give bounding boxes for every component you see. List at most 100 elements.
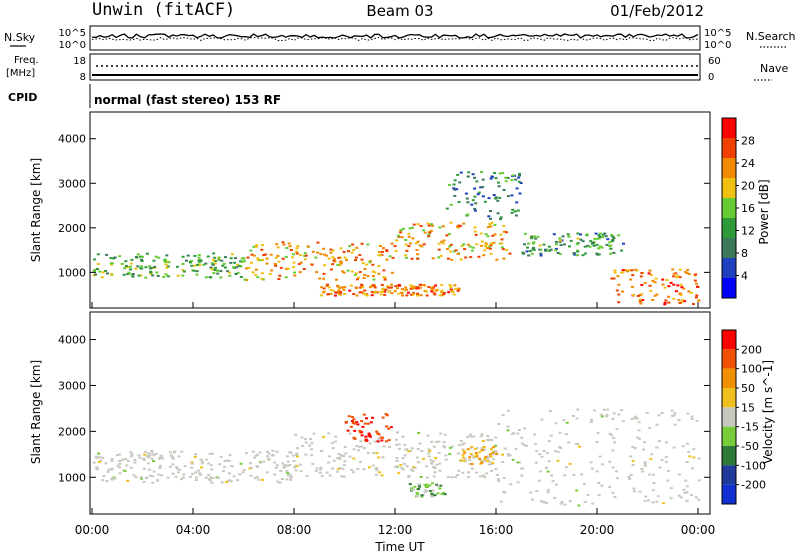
power-echo-cell-0: [129, 262, 133, 265]
power-echo-cell-2: [477, 255, 481, 258]
power-echo-cell-0: [153, 267, 157, 269]
power-echo-cell-4: [547, 249, 551, 252]
power-echo-cell-6: [518, 174, 521, 177]
power-echo-cell-1: [255, 244, 259, 247]
velocity-echo-cell-5: [506, 453, 510, 456]
velocity-echo-cell-5: [583, 500, 587, 503]
power-echo-cell-0: [192, 269, 196, 272]
velocity-echo-cell-0: [94, 467, 98, 470]
power-echo-cell-0: [235, 266, 238, 269]
velocity-echo-cell-0: [227, 472, 231, 475]
power-echo-cell-4: [589, 240, 593, 243]
power-echo-cell-4: [538, 244, 542, 247]
velocity-echo-cell-5: [669, 487, 673, 490]
power-echo-cell-5: [678, 302, 682, 304]
nsky-label: N.Sky: [4, 31, 36, 44]
power-echo-cell-2: [488, 247, 492, 250]
power-echo-cell-1: [261, 259, 265, 261]
velocity-echo-cell-1: [322, 435, 326, 438]
power-echo-cell-0: [233, 261, 237, 264]
power-echo-cell-4: [527, 242, 531, 245]
power-echo-cell-0: [239, 276, 243, 278]
power-echo-cell-4: [601, 233, 605, 236]
velocity-echo-cell-4: [459, 459, 463, 462]
power-colorbar-tick-label: 12: [741, 225, 755, 238]
velocity-echo-cell-0: [169, 451, 172, 454]
power-echo-cell-6: [473, 207, 477, 210]
power-echo-cell-3: [336, 285, 340, 288]
power-echo-cell-1: [342, 250, 346, 253]
velocity-echo-cell-1: [331, 447, 335, 450]
power-echo-cell-1: [315, 271, 319, 274]
velocity-echo-cell-5: [608, 432, 612, 435]
velocity-echo-cell-1: [310, 448, 313, 451]
power-echo-cell-0: [122, 273, 126, 276]
power-echo-cell-5: [682, 287, 686, 290]
velocity-echo-cell-0: [210, 468, 214, 471]
power-echo-cell-5: [616, 275, 620, 278]
power-echo-cell-2: [430, 223, 433, 226]
velocity-echo-cell-0: [194, 471, 198, 474]
power-echo-cell-0: [138, 255, 142, 258]
power-echo-cell-5: [635, 269, 639, 272]
velocity-echo-cell-1: [486, 435, 490, 437]
velocity-echo-cell-1: [432, 460, 436, 463]
velocity-echo-cell-4: [474, 452, 478, 455]
velocity-echo-cell-0: [285, 469, 289, 472]
velocity-echo-cell-1: [480, 460, 484, 463]
velocity-echo-cell-5: [628, 478, 632, 480]
power-echo-cell-1: [354, 256, 358, 259]
velocity-echo-cell-2: [376, 440, 380, 443]
power-echo-cell-1: [281, 257, 285, 260]
power-echo-cell-4: [612, 236, 616, 239]
power-echo-cell-0: [95, 268, 99, 270]
power-echo-cell-4: [532, 241, 536, 244]
power-echo-cell-4: [554, 240, 558, 243]
power-echo-cell-6: [476, 193, 480, 196]
velocity-echo-cell-1: [442, 445, 446, 448]
velocity-echo-cell-0: [142, 458, 146, 461]
power-echo-cell-0: [164, 273, 168, 276]
power-y-label: Slant Range [km]: [29, 158, 43, 262]
power-echo-cell-3: [413, 285, 417, 288]
velocity-echo-cell-5: [520, 442, 524, 445]
velocity-echo-cell-5: [673, 423, 677, 426]
power-echo-cell-0: [123, 267, 127, 270]
velocity-echo-cell-3: [442, 491, 446, 494]
velocity-echo-cell-4: [472, 456, 476, 459]
velocity-echo-cell-5: [562, 419, 566, 422]
velocity-echo-cell-5: [565, 421, 569, 424]
power-echo-cell-5: [621, 290, 624, 293]
power-echo-cell-3: [457, 287, 461, 290]
power-echo-cell-4: [554, 247, 558, 250]
power-echo-cell-0: [100, 276, 104, 279]
velocity-echo-cell-0: [204, 458, 208, 461]
power-echo-cell-6: [458, 181, 462, 184]
velocity-echo-cell-0: [104, 462, 108, 465]
power-echo-cell-3: [448, 284, 452, 287]
power-echo-cell-2: [410, 257, 414, 260]
power-echo-cell-2: [419, 225, 423, 227]
velocity-echo-cell-0: [267, 452, 271, 455]
velocity-echo-cell-5: [648, 426, 652, 429]
velocity-echo-cell-1: [494, 451, 498, 454]
velocity-echo-cell-1: [466, 435, 470, 438]
power-echo-cell-6: [504, 176, 508, 179]
velocity-echo-cell-1: [396, 431, 399, 434]
velocity-echo-cell-5: [664, 456, 668, 458]
velocity-echo-cell-1: [357, 449, 360, 452]
power-echo-cell-2: [502, 257, 506, 260]
power-echo-cell-3: [429, 286, 433, 289]
power-echo-cell-1: [380, 250, 384, 253]
power-echo-cell-1: [260, 272, 264, 275]
power-echo-cell-3: [370, 291, 374, 294]
power-echo-cell-0: [219, 276, 223, 279]
power-echo-cell-0: [137, 274, 141, 277]
velocity-echo-cell-1: [380, 474, 384, 477]
power-echo-cell-0: [186, 254, 190, 257]
power-echo-cell-5: [651, 299, 655, 301]
velocity-echo-cell-5: [686, 412, 690, 415]
power-echo-cell-2: [412, 223, 416, 226]
velocity-echo-cell-1: [470, 467, 474, 470]
velocity-echo-cell-3: [429, 490, 433, 492]
